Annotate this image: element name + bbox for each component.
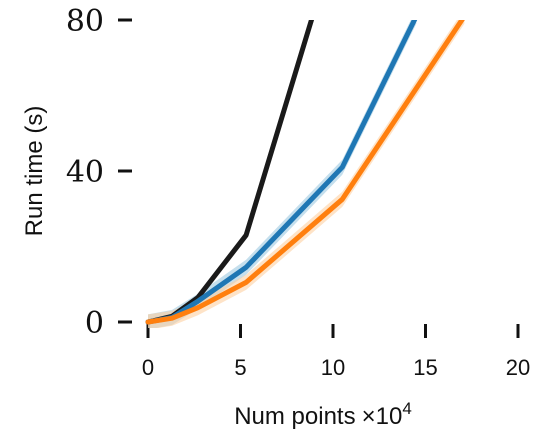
y-axis-label: Run time (s) <box>21 106 48 237</box>
x-axis-label-text: Num points <box>234 403 355 430</box>
series-2-line <box>145 20 418 325</box>
x-tick-label: 15 <box>413 355 437 380</box>
x-tick-label: 10 <box>321 355 345 380</box>
x-tick-label: 5 <box>234 355 246 380</box>
plot-area <box>145 20 465 328</box>
x-axis-label-multiplier: ×10 <box>362 403 403 430</box>
y-tick-label: 40 <box>66 155 104 190</box>
y-tick-label: 80 <box>66 4 104 39</box>
series-2-confidence-band <box>148 20 417 328</box>
x-tick-label: 20 <box>506 355 530 380</box>
series-3-confidence-band <box>148 20 465 328</box>
y-axis: 0 40 80 Run time (s) <box>21 4 132 341</box>
x-axis-label: Num points ×104 <box>234 399 412 430</box>
x-axis-label-exponent: 4 <box>402 399 411 418</box>
x-tick-label: 0 <box>142 355 154 380</box>
y-tick-label: 0 <box>85 306 104 341</box>
x-axis: 0 5 10 15 20 Num points ×104 <box>142 324 530 430</box>
series-3-line <box>145 20 465 325</box>
